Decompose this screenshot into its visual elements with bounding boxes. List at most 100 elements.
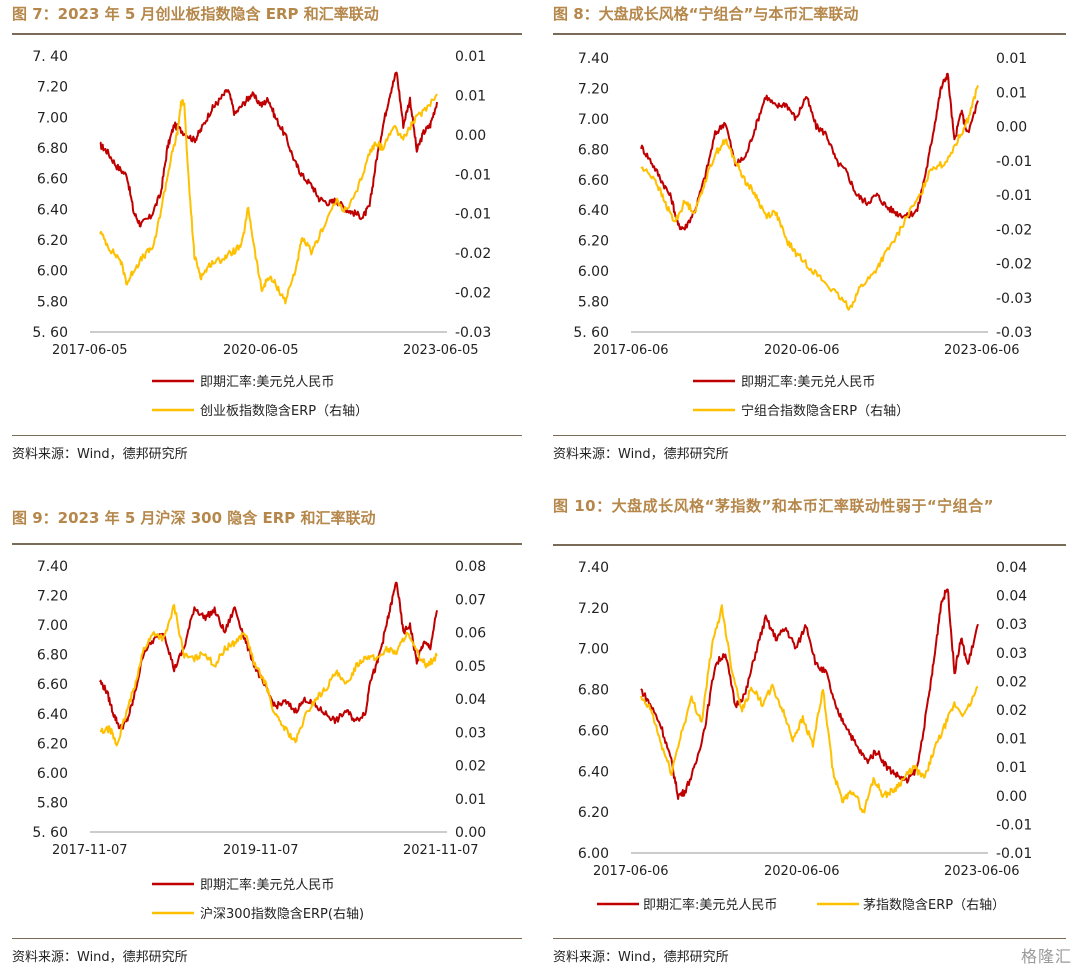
series-line-fx-rate — [640, 72, 979, 231]
y-left-tick-label: 6.40 — [37, 202, 68, 218]
x-tick-label: 2023-06-05 — [403, 343, 479, 358]
x-tick-label: 2020-06-06 — [764, 343, 840, 358]
legend-label: 茅指数隐含ERP（右轴） — [863, 897, 1005, 913]
source-note: 资料来源：Wind，德邦研究所 — [12, 950, 188, 965]
y-right-tick-label: -0.01 — [455, 167, 491, 183]
source-note: 资料来源：Wind，德邦研究所 — [553, 447, 729, 462]
y-left-tick-label: 7.20 — [37, 80, 68, 96]
y-left-tick-label: 7.20 — [578, 601, 609, 617]
y-right-tick-label: 0.08 — [455, 559, 486, 575]
series-line-erp — [640, 604, 979, 814]
y-left-tick-label: 6.00 — [578, 846, 609, 862]
y-right-tick-label: 0.00 — [996, 120, 1027, 136]
y-left-tick-label: 6.80 — [37, 648, 68, 664]
series-line-fx-rate — [640, 588, 979, 800]
chart-title: 图 8：大盘成长风格“宁组合”与本币汇率联动 — [553, 5, 859, 23]
title-divider — [12, 543, 522, 545]
y-right-tick-label: 0.01 — [996, 760, 1027, 776]
chart-svg: 6.00 6.20 6.40 6.60 6.80 7.00 7.20 7.40 -0.01 -0.… — [578, 560, 1032, 913]
y-right-tick-label: 0.00 — [996, 789, 1027, 805]
chart-svg: 5. 60 5.80 6.00 6.20 6.40 6.60 6.80 7.00 7.20 7. … — [32, 49, 491, 419]
y-left-tick-label: 7.00 — [578, 642, 609, 658]
y-left-tick-label: 7.00 — [37, 110, 68, 126]
y-left-tick-label: 6.40 — [37, 707, 68, 723]
y-left-tick-label: 6.60 — [578, 173, 609, 189]
chart-panel-fig10: 图 10：大盘成长风格“茅指数”和本币汇率联动性弱于“宁组合” 6.00 6.20… — [553, 496, 1066, 970]
chart-title: 图 9：2023 年 5 月沪深 300 隐含 ERP 和汇率联动 — [12, 509, 376, 527]
y-right-tick-label: 0.01 — [455, 88, 486, 104]
legend-label: 即期汇率:美元兑人民币 — [200, 877, 334, 893]
watermark-logo: 格隆汇 — [1020, 947, 1072, 966]
y-left-tick-label: 5.80 — [37, 294, 68, 310]
chart-panel-fig9: 图 9：2023 年 5 月沪深 300 隐含 ERP 和汇率联动 5. 60 5… — [12, 500, 522, 970]
legend-label: 宁组合指数隐含ERP（右轴） — [741, 403, 909, 419]
x-tick-label: 2019-11-07 — [223, 843, 299, 858]
y-right-tick-label: 0.02 — [996, 674, 1027, 690]
y-right-tick-label: 0.04 — [996, 589, 1027, 605]
y-right-tick-label: -0.02 — [996, 222, 1032, 238]
y-right-tick-label: -0.01 — [996, 188, 1032, 204]
y-right-tick-label: -0.01 — [996, 817, 1032, 833]
y-right-tick-label: -0.01 — [455, 207, 491, 223]
chart-title: 图 7：2023 年 5 月创业板指数隐含 ERP 和汇率联动 — [12, 5, 379, 23]
y-right-tick-label: -0.03 — [996, 325, 1032, 341]
y-right-tick-label: 0.03 — [455, 725, 486, 741]
y-right-tick-label: -0.01 — [996, 846, 1032, 862]
legend-label: 即期汇率:美元兑人民币 — [200, 374, 334, 390]
y-left-tick-label: 7.40 — [37, 559, 68, 575]
series-line-erp — [99, 93, 438, 305]
series-line-erp — [640, 85, 979, 311]
y-left-tick-label: 7.20 — [37, 589, 68, 605]
y-left-tick-label: 7.00 — [578, 112, 609, 128]
y-right-tick-label: 0.01 — [996, 51, 1027, 67]
y-left-tick-label: 6.40 — [578, 764, 609, 780]
y-right-tick-label: 0.03 — [996, 617, 1027, 633]
chart-panel-fig8: 图 8：大盘成长风格“宁组合”与本币汇率联动 5. 60 5.80 6.00 6.20… — [553, 0, 1066, 470]
y-left-tick-label: 6.40 — [578, 203, 609, 219]
x-tick-label: 2017-06-05 — [52, 343, 128, 358]
y-right-tick-label: -0.03 — [996, 291, 1032, 307]
y-left-tick-label: 5. 60 — [32, 825, 68, 841]
y-left-tick-label: 6.20 — [578, 234, 609, 250]
y-right-tick-label: 0.02 — [455, 759, 486, 775]
x-tick-label: 2023-06-06 — [944, 343, 1020, 358]
chart-svg: 5. 60 5.80 6.00 6.20 6.40 6.60 6.80 7.00 7.20 7.4… — [32, 559, 486, 922]
series-line-fx-rate — [99, 581, 438, 730]
y-left-tick-label: 6.60 — [578, 723, 609, 739]
source-divider — [12, 938, 522, 939]
y-left-tick-label: 5.80 — [37, 795, 68, 811]
y-right-tick-label: 0.03 — [996, 646, 1027, 662]
y-left-tick-label: 7.40 — [578, 51, 609, 67]
y-right-tick-label: 0.00 — [455, 128, 486, 144]
x-tick-label: 2017-06-06 — [593, 864, 669, 879]
x-tick-label: 2017-06-06 — [593, 343, 669, 358]
legend-label: 即期汇率:美元兑人民币 — [741, 374, 875, 390]
y-right-tick-label: 0.06 — [455, 626, 486, 642]
series-line-erp — [99, 603, 438, 747]
title-divider — [553, 33, 1066, 35]
y-right-tick-label: 0.01 — [455, 792, 486, 808]
y-right-tick-label: -0.01 — [996, 154, 1032, 170]
source-divider — [553, 435, 1066, 436]
y-right-tick-label: 0.07 — [455, 592, 486, 608]
source-divider — [553, 938, 1066, 939]
y-right-tick-label: 0.01 — [996, 85, 1027, 101]
x-tick-label: 2020-06-05 — [223, 343, 299, 358]
x-tick-label: 2017-11-07 — [52, 843, 128, 858]
y-left-tick-label: 6.20 — [37, 233, 68, 249]
y-right-tick-label: -0.03 — [455, 325, 491, 341]
y-right-tick-label: -0.02 — [455, 286, 491, 302]
series-line-fx-rate — [99, 71, 438, 228]
y-left-tick-label: 6.80 — [37, 141, 68, 157]
y-left-tick-label: 6.80 — [578, 142, 609, 158]
source-note: 资料来源：Wind，德邦研究所 — [12, 447, 188, 462]
y-right-tick-label: 0.02 — [996, 703, 1027, 719]
legend-label: 即期汇率:美元兑人民币 — [643, 897, 777, 913]
y-left-tick-label: 6.00 — [37, 264, 68, 280]
legend-label: 创业板指数隐含ERP（右轴） — [200, 403, 368, 419]
y-right-tick-label: 0.00 — [455, 825, 486, 841]
x-tick-label: 2021-11-07 — [403, 843, 479, 858]
y-right-tick-label: 0.04 — [455, 692, 486, 708]
chart-title: 图 10：大盘成长风格“茅指数”和本币汇率联动性弱于“宁组合” — [553, 497, 995, 515]
y-left-tick-label: 7.20 — [578, 81, 609, 97]
